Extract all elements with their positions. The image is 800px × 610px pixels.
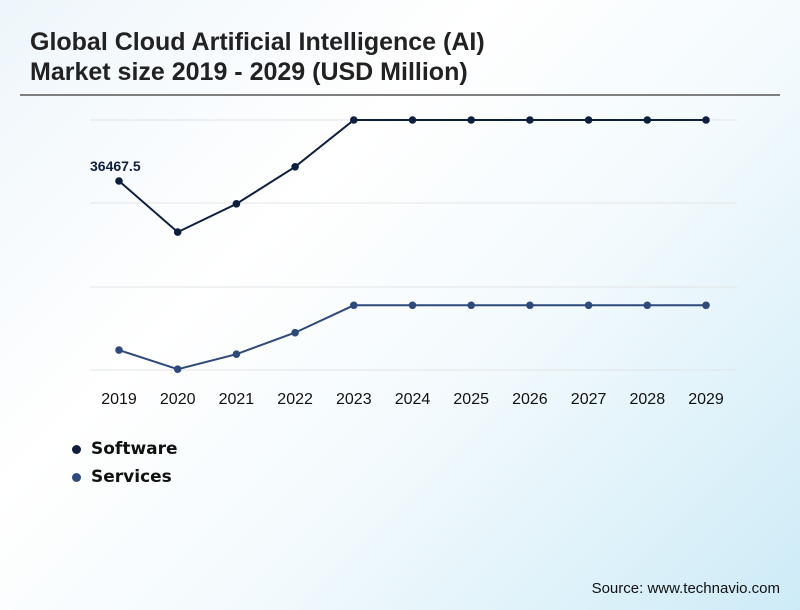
software-line (118, 119, 706, 234)
series-lines (118, 119, 706, 371)
software-point (173, 228, 182, 236)
software-data-label: 36467.5 (90, 158, 141, 174)
services-point (643, 301, 652, 310)
services-marker-icon (72, 472, 81, 482)
software-point (115, 177, 123, 185)
services-point (526, 301, 534, 310)
legend-label: Software (91, 439, 178, 459)
chart-title: Global Cloud Artificial Intelligence (AI… (30, 27, 485, 87)
services-point (291, 328, 299, 337)
software-point (584, 116, 593, 124)
services-point (408, 301, 417, 310)
software-point (467, 116, 476, 124)
services-point (350, 301, 358, 310)
legend: Software Services (72, 435, 178, 491)
software-point (232, 200, 241, 208)
software-point (350, 116, 358, 124)
data-labels: 36467.5 (90, 158, 141, 174)
software-marker-icon (72, 444, 81, 454)
gridlines (90, 119, 737, 371)
legend-label: Services (91, 467, 172, 487)
x-tick-label: 2025 (453, 391, 489, 408)
title-line-2: Market size 2019 - 2029 (USD Million) (30, 58, 468, 86)
services-point (173, 365, 182, 373)
software-point (702, 116, 710, 124)
legend-item-software[interactable]: Software (72, 435, 178, 463)
series-points (115, 116, 710, 373)
x-axis-tick-labels: 2019 2020 2021 2022 2023 2024 2025 2026 2027 2028… (101, 391, 724, 408)
software-point (291, 162, 299, 171)
services-point (467, 301, 476, 310)
services-point (584, 301, 593, 310)
x-tick-label: 2019 (101, 391, 137, 408)
services-point (232, 350, 241, 359)
services-point (702, 301, 710, 310)
x-tick-label: 2020 (160, 391, 196, 408)
x-tick-label: 2028 (630, 391, 666, 408)
software-point (643, 116, 652, 124)
source-note: Source: www.technavio.com (591, 580, 780, 597)
title-line-1: Global Cloud Artificial Intelligence (AI… (30, 28, 485, 56)
x-tick-label: 2024 (395, 391, 431, 408)
services-line (118, 304, 706, 371)
services-point (115, 346, 123, 354)
x-tick-label: 2027 (571, 391, 607, 408)
software-point (526, 116, 534, 124)
x-tick-label: 2029 (688, 391, 724, 408)
x-tick-label: 2026 (512, 391, 548, 408)
x-tick-label: 2021 (219, 391, 255, 408)
x-tick-label: 2023 (336, 391, 372, 408)
legend-item-services[interactable]: Services (72, 463, 178, 491)
x-tick-label: 2022 (277, 391, 313, 408)
software-point (408, 116, 417, 124)
title-divider (20, 94, 780, 96)
